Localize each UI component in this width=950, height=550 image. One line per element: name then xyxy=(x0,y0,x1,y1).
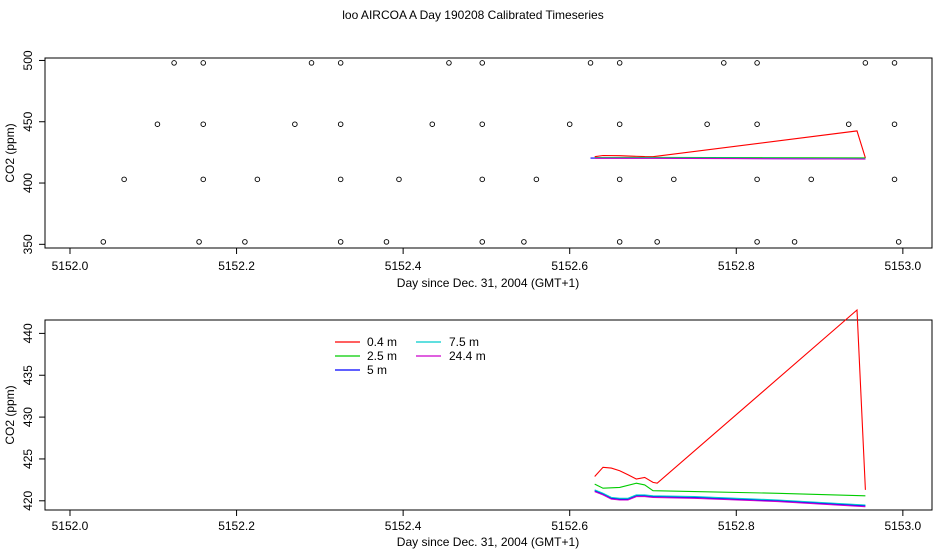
y-tick-label: 440 xyxy=(21,323,35,343)
data-point xyxy=(845,121,852,127)
bottom-x-axis: 5152.0 5152.2 5152.4 5152.6 5152.8 5153.0 xyxy=(52,510,922,533)
legend-label-7.5m: 7.5 m xyxy=(449,335,479,349)
y-tick-label: 430 xyxy=(21,407,35,427)
data-point xyxy=(671,176,677,183)
x-tick-label: 5153.0 xyxy=(884,259,921,273)
x-tick-label: 5152.8 xyxy=(718,519,755,533)
data-point xyxy=(533,176,540,183)
data-point xyxy=(200,60,206,66)
data-point xyxy=(808,176,814,183)
series-line-7.5m xyxy=(594,489,866,506)
bottom-y-axis: 420 425 430 435 440 xyxy=(21,323,45,511)
bottom-panel: 5152.0 5152.2 5152.4 5152.6 5152.8 5153.0 420… xyxy=(3,308,933,549)
data-point xyxy=(396,176,402,183)
data-point xyxy=(616,239,623,245)
data-point xyxy=(521,239,527,245)
data-point xyxy=(754,60,760,66)
data-point xyxy=(337,60,344,66)
top-y-axis-label: CO2 (ppm) xyxy=(3,123,17,182)
data-point xyxy=(383,239,390,245)
top-panel: 5152.0 5152.2 5152.4 5152.6 5152.8 5153.0 350… xyxy=(3,50,933,290)
data-point xyxy=(754,176,760,183)
data-point xyxy=(587,60,594,66)
legend-label-0.4m: 0.4 m xyxy=(367,335,397,349)
data-point xyxy=(479,121,486,127)
series-line-0.4m xyxy=(594,308,866,490)
data-point xyxy=(254,176,261,183)
data-point xyxy=(616,176,623,183)
data-point xyxy=(754,121,760,127)
data-point xyxy=(292,121,298,127)
data-point xyxy=(754,239,760,245)
x-tick-label: 5152.2 xyxy=(218,519,255,533)
y-tick-label: 435 xyxy=(21,365,35,385)
data-point xyxy=(895,239,902,245)
bottom-series-lines xyxy=(594,308,866,508)
bottom-x-axis-label: Day since Dec. 31, 2004 (GMT+1) xyxy=(397,535,579,549)
series-line-24.4m xyxy=(594,491,866,508)
legend-label-24.4m: 24.4 m xyxy=(449,349,486,363)
x-tick-label: 5153.0 xyxy=(884,519,921,533)
data-point xyxy=(479,176,486,183)
x-tick-label: 5152.8 xyxy=(718,259,755,273)
x-tick-label: 5152.0 xyxy=(52,519,89,533)
data-point xyxy=(654,239,660,245)
x-tick-label: 5152.0 xyxy=(52,259,89,273)
x-tick-label: 5152.6 xyxy=(551,259,588,273)
data-point xyxy=(891,121,898,127)
data-point xyxy=(171,60,177,66)
x-tick-label: 5152.2 xyxy=(218,259,255,273)
chart-title: loo AIRCOA A Day 190208 Calibrated Times… xyxy=(342,8,603,22)
y-tick-label: 425 xyxy=(21,449,35,469)
data-point xyxy=(791,239,798,245)
legend-label-2.5m: 2.5 m xyxy=(367,349,397,363)
data-point xyxy=(100,239,107,245)
data-point xyxy=(196,239,202,245)
top-y-axis: 350 400 450 500 xyxy=(21,50,45,254)
y-tick-label: 450 xyxy=(21,111,35,131)
legend-label-5m: 5 m xyxy=(367,363,387,377)
bottom-y-axis-label: CO2 (ppm) xyxy=(3,385,17,444)
data-point xyxy=(337,121,344,127)
bottom-plot-frame xyxy=(44,319,933,511)
data-point xyxy=(200,176,206,183)
data-point xyxy=(308,60,315,66)
data-point xyxy=(479,60,486,66)
data-point xyxy=(200,121,206,127)
x-tick-label: 5152.4 xyxy=(385,519,422,533)
data-point xyxy=(721,60,727,66)
data-point xyxy=(891,176,898,183)
data-point xyxy=(337,176,344,183)
x-tick-label: 5152.6 xyxy=(551,519,588,533)
top-x-axis-label: Day since Dec. 31, 2004 (GMT+1) xyxy=(397,276,579,290)
top-x-axis: 5152.0 5152.2 5152.4 5152.6 5152.8 5153.0 xyxy=(52,248,922,273)
legend: 0.4 m 2.5 m 5 m 7.5 m 24.4 m xyxy=(335,335,486,377)
data-point xyxy=(337,239,344,245)
data-point xyxy=(429,121,436,127)
top-scatter-points xyxy=(100,60,902,245)
data-point xyxy=(154,121,161,127)
series-line-24.4m xyxy=(594,157,866,160)
x-tick-label: 5152.4 xyxy=(385,259,422,273)
data-point xyxy=(479,239,486,245)
data-point xyxy=(616,60,623,66)
data-point xyxy=(891,60,898,66)
y-tick-label: 420 xyxy=(21,490,35,510)
series-line-5m xyxy=(594,490,866,507)
y-tick-label: 400 xyxy=(21,173,35,193)
data-point xyxy=(616,121,623,127)
data-point xyxy=(862,60,869,66)
data-point xyxy=(121,176,127,183)
data-point xyxy=(566,121,573,127)
data-point xyxy=(704,121,710,127)
data-point xyxy=(242,239,248,245)
series-line-2.5m xyxy=(594,482,866,497)
y-tick-label: 500 xyxy=(21,50,35,70)
top-plot-frame xyxy=(44,57,933,249)
top-series-lines xyxy=(590,130,866,160)
data-point xyxy=(446,60,452,66)
y-tick-label: 350 xyxy=(21,234,35,254)
series-line-0.4m xyxy=(594,130,866,159)
